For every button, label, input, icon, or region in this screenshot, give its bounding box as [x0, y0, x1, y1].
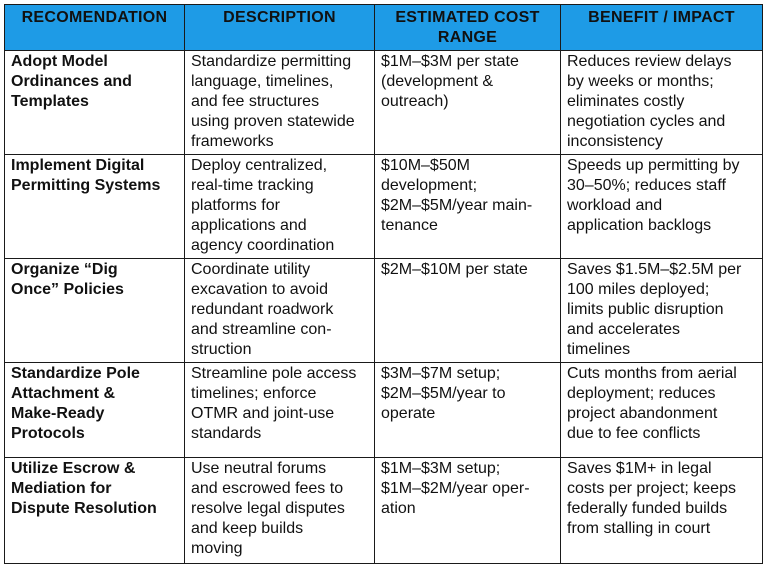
- table-row: Utilize Escrow & Mediation for Dispute R…: [4, 457, 763, 564]
- benefit-cell: Saves $1.5M–$2.5M per 100 miles deployed…: [560, 258, 763, 363]
- recommendation-cell: Utilize Escrow & Mediation for Dispute R…: [4, 457, 185, 564]
- recommendation-cell: Adopt Model Ordinances and Templates: [4, 50, 185, 155]
- table-row: Standardize Pole Attachment & Make-Ready…: [4, 362, 763, 458]
- cost-cell: $2M–$10M per state: [374, 258, 561, 363]
- description-cell: Use neutral forums and escrowed fees to …: [184, 457, 375, 564]
- description-cell: Deploy centralized, real-time tracking p…: [184, 154, 375, 259]
- benefit-cell: Cuts months from aerial deployment; redu…: [560, 362, 763, 458]
- description-cell: Standardize permitting language, timelin…: [184, 50, 375, 155]
- header-description: DESCRIPTION: [184, 4, 375, 51]
- recommendation-cell: Standardize Pole Attachment & Make-Ready…: [4, 362, 185, 458]
- cost-cell: $1M–$3M per state (development & outreac…: [374, 50, 561, 155]
- benefit-cell: Saves $1M+ in legal costs per project; k…: [560, 457, 763, 564]
- table-row: Implement Digital Permitting Systems Dep…: [4, 154, 763, 259]
- recommendation-cell: Implement Digital Permitting Systems: [4, 154, 185, 259]
- recommendations-table: RECOMENDATION DESCRIPTION ESTIMATED COST…: [4, 4, 763, 564]
- recommendation-cell: Organize “Dig Once” Policies: [4, 258, 185, 363]
- description-cell: Streamline pole access timelines; enforc…: [184, 362, 375, 458]
- header-benefit: BENEFIT / IMPACT: [560, 4, 763, 51]
- cost-cell: $1M–$3M setup; $1M–$2M/year oper- ation: [374, 457, 561, 564]
- table-row: Organize “Dig Once” Policies Coordinate …: [4, 258, 763, 363]
- cost-cell: $10M–$50M development; $2M–$5M/year main…: [374, 154, 561, 259]
- cost-cell: $3M–$7M setup; $2M–$5M/year to operate: [374, 362, 561, 458]
- table-row: Adopt Model Ordinances and Templates Sta…: [4, 50, 763, 155]
- benefit-cell: Speeds up permitting by 30–50%; reduces …: [560, 154, 763, 259]
- header-row: RECOMENDATION DESCRIPTION ESTIMATED COST…: [4, 4, 763, 51]
- header-cost: ESTIMATED COST RANGE: [374, 4, 561, 51]
- description-cell: Coordinate utility excavation to avoid r…: [184, 258, 375, 363]
- header-recommendation: RECOMENDATION: [4, 4, 185, 51]
- benefit-cell: Reduces review delays by weeks or months…: [560, 50, 763, 155]
